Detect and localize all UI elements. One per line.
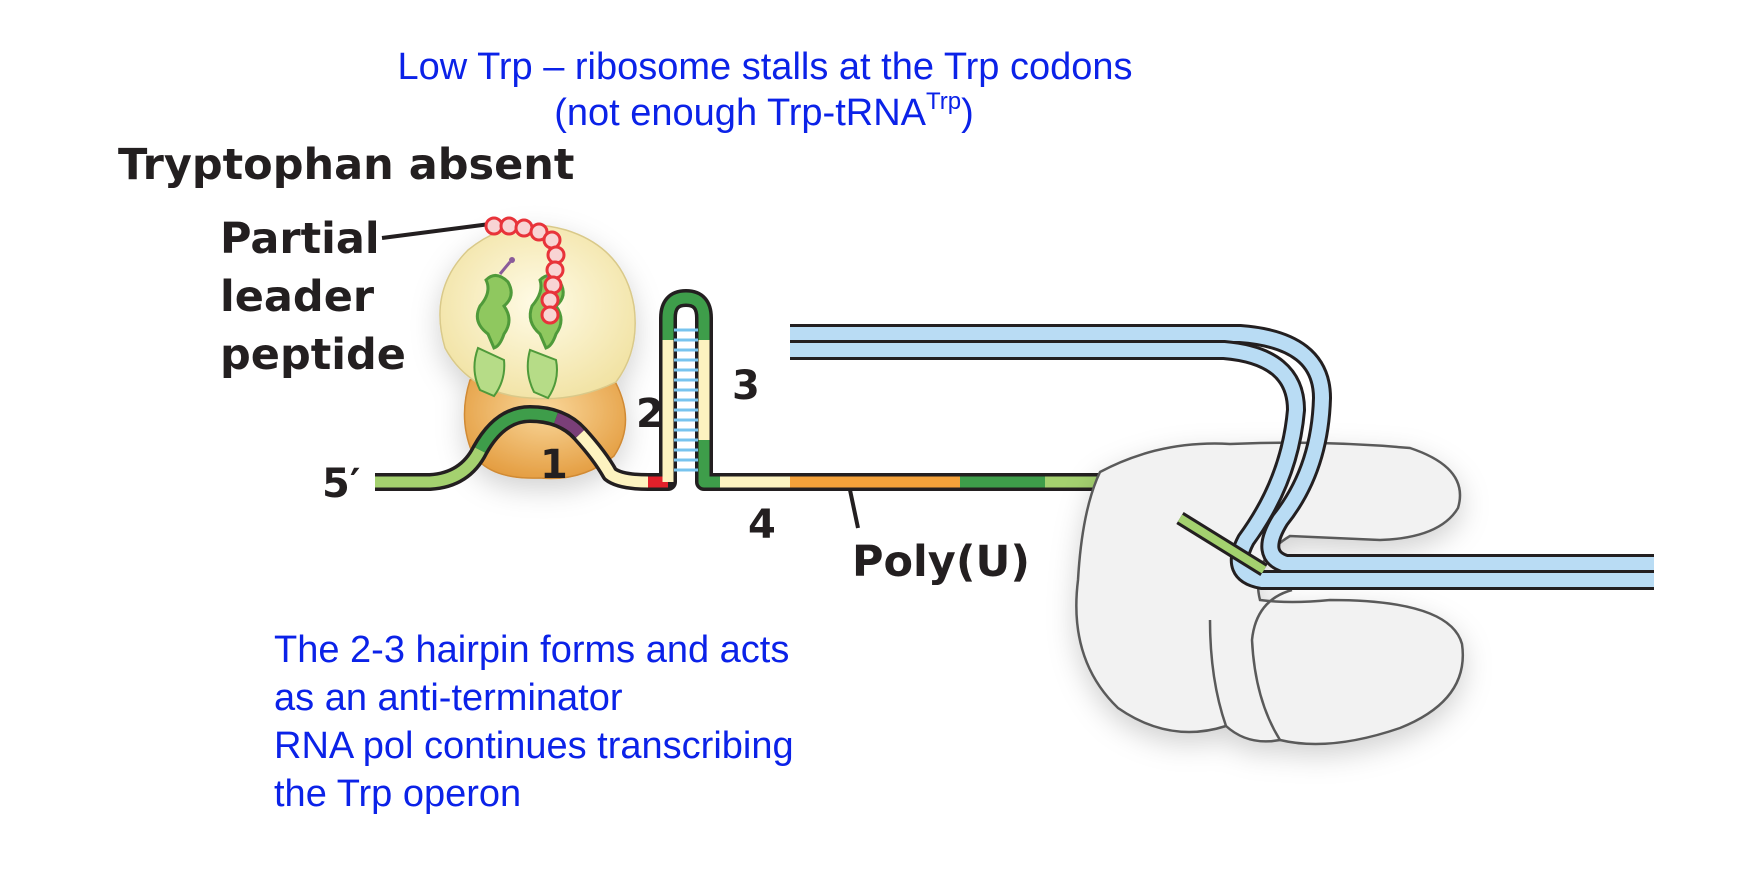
top-caption-line-2-text: (not enough Trp-tRNA [554,92,926,134]
region-1-label: 1 [540,442,568,488]
hairpin-loop-segment [662,292,710,340]
region-3-label: 3 [732,363,760,409]
condition-title: Tryptophan absent [118,140,574,190]
bottom-caption-line-3: RNA pol continues transcribing [274,725,794,767]
mrna-leader [375,289,1150,491]
polyu-label: Poly(U) [852,537,1030,587]
mrna-5prime-segment [375,447,485,488]
top-caption: Low Trp – ribosome stalls at the Trp cod… [0,44,1758,136]
bottom-caption-line-2: as an anti-terminator [274,677,623,719]
bottom-caption-line-4: the Trp operon [274,773,522,815]
polyu-pointer-line [848,489,860,529]
leader-peptide-chain [484,216,566,325]
mrna-region-1-segment [475,408,558,453]
peptide-label-line-1: Partial [220,214,380,264]
top-caption-line-1: Low Trp – ribosome stalls at the Trp cod… [397,46,1133,88]
trna-icon [473,257,515,398]
trna-superscript: Trp [925,88,962,115]
trp-codons-segment [553,412,585,438]
region-2-label: 2 [636,391,664,437]
five-prime-label: 5′ [322,461,360,507]
peptide-pointer-line [381,222,491,240]
region-3-end-segment [698,440,720,488]
bottom-caption-line-1: The 2-3 hairpin forms and acts [274,629,790,671]
region-4-label: 4 [748,502,776,548]
hairpin-base-pairs [674,328,698,472]
mrna-cream-segment [575,430,649,488]
peptide-label-line-2: leader [220,272,375,322]
dna-strand-icon [790,324,1654,590]
ribosome-icon [439,224,636,480]
peptide-label-line-3: peptide [220,330,406,380]
top-caption-line-2-close: ) [961,92,974,134]
rna-polymerase-icon [1075,441,1465,746]
bottom-caption: The 2-3 hairpin forms and acts as an ant… [274,626,794,818]
top-caption-line-2: (not enough Trp-tRNATrp) [0,90,1758,136]
